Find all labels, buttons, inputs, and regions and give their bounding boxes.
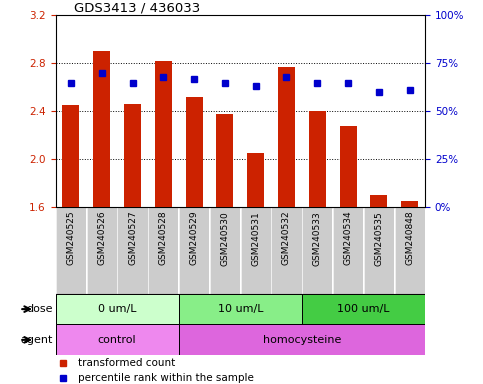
FancyBboxPatch shape — [395, 207, 425, 294]
Bar — [124, 104, 141, 207]
Text: control: control — [98, 335, 136, 345]
Bar — [93, 51, 110, 207]
Text: GSM240533: GSM240533 — [313, 211, 322, 266]
FancyBboxPatch shape — [302, 207, 332, 294]
Bar — [340, 126, 356, 207]
Text: GSM240534: GSM240534 — [343, 211, 353, 265]
Text: GSM240529: GSM240529 — [190, 211, 199, 265]
Text: homocysteine: homocysteine — [263, 335, 341, 345]
Text: 10 um/L: 10 um/L — [217, 304, 263, 314]
Text: GSM240526: GSM240526 — [97, 211, 106, 265]
FancyBboxPatch shape — [333, 207, 363, 294]
Text: GSM240530: GSM240530 — [220, 211, 229, 266]
FancyBboxPatch shape — [179, 294, 302, 324]
FancyBboxPatch shape — [148, 207, 178, 294]
FancyBboxPatch shape — [364, 207, 394, 294]
FancyBboxPatch shape — [56, 324, 179, 355]
Text: 100 um/L: 100 um/L — [337, 304, 390, 314]
Bar — [401, 201, 418, 207]
Bar — [62, 105, 79, 207]
FancyBboxPatch shape — [179, 207, 209, 294]
Bar — [216, 114, 233, 207]
Text: GSM240532: GSM240532 — [282, 211, 291, 265]
Bar — [155, 61, 172, 207]
FancyBboxPatch shape — [271, 207, 301, 294]
FancyBboxPatch shape — [179, 324, 425, 355]
Bar — [247, 153, 264, 207]
Text: GSM240525: GSM240525 — [67, 211, 75, 265]
Text: agent: agent — [21, 335, 53, 345]
FancyBboxPatch shape — [302, 294, 425, 324]
FancyBboxPatch shape — [56, 294, 179, 324]
Text: GSM240527: GSM240527 — [128, 211, 137, 265]
Text: GSM240528: GSM240528 — [159, 211, 168, 265]
Bar — [185, 97, 202, 207]
Text: GDS3413 / 436033: GDS3413 / 436033 — [74, 1, 200, 14]
Text: GSM240531: GSM240531 — [251, 211, 260, 266]
Bar — [309, 111, 326, 207]
Text: GSM240535: GSM240535 — [374, 211, 384, 266]
FancyBboxPatch shape — [86, 207, 117, 294]
Text: dose: dose — [27, 304, 53, 314]
FancyBboxPatch shape — [241, 207, 271, 294]
Bar — [370, 195, 387, 207]
Text: transformed count: transformed count — [78, 358, 175, 368]
Text: GSM240848: GSM240848 — [405, 211, 414, 265]
Bar — [278, 67, 295, 207]
Text: percentile rank within the sample: percentile rank within the sample — [78, 372, 254, 383]
FancyBboxPatch shape — [210, 207, 240, 294]
FancyBboxPatch shape — [56, 207, 86, 294]
Text: 0 um/L: 0 um/L — [98, 304, 136, 314]
FancyBboxPatch shape — [117, 207, 148, 294]
